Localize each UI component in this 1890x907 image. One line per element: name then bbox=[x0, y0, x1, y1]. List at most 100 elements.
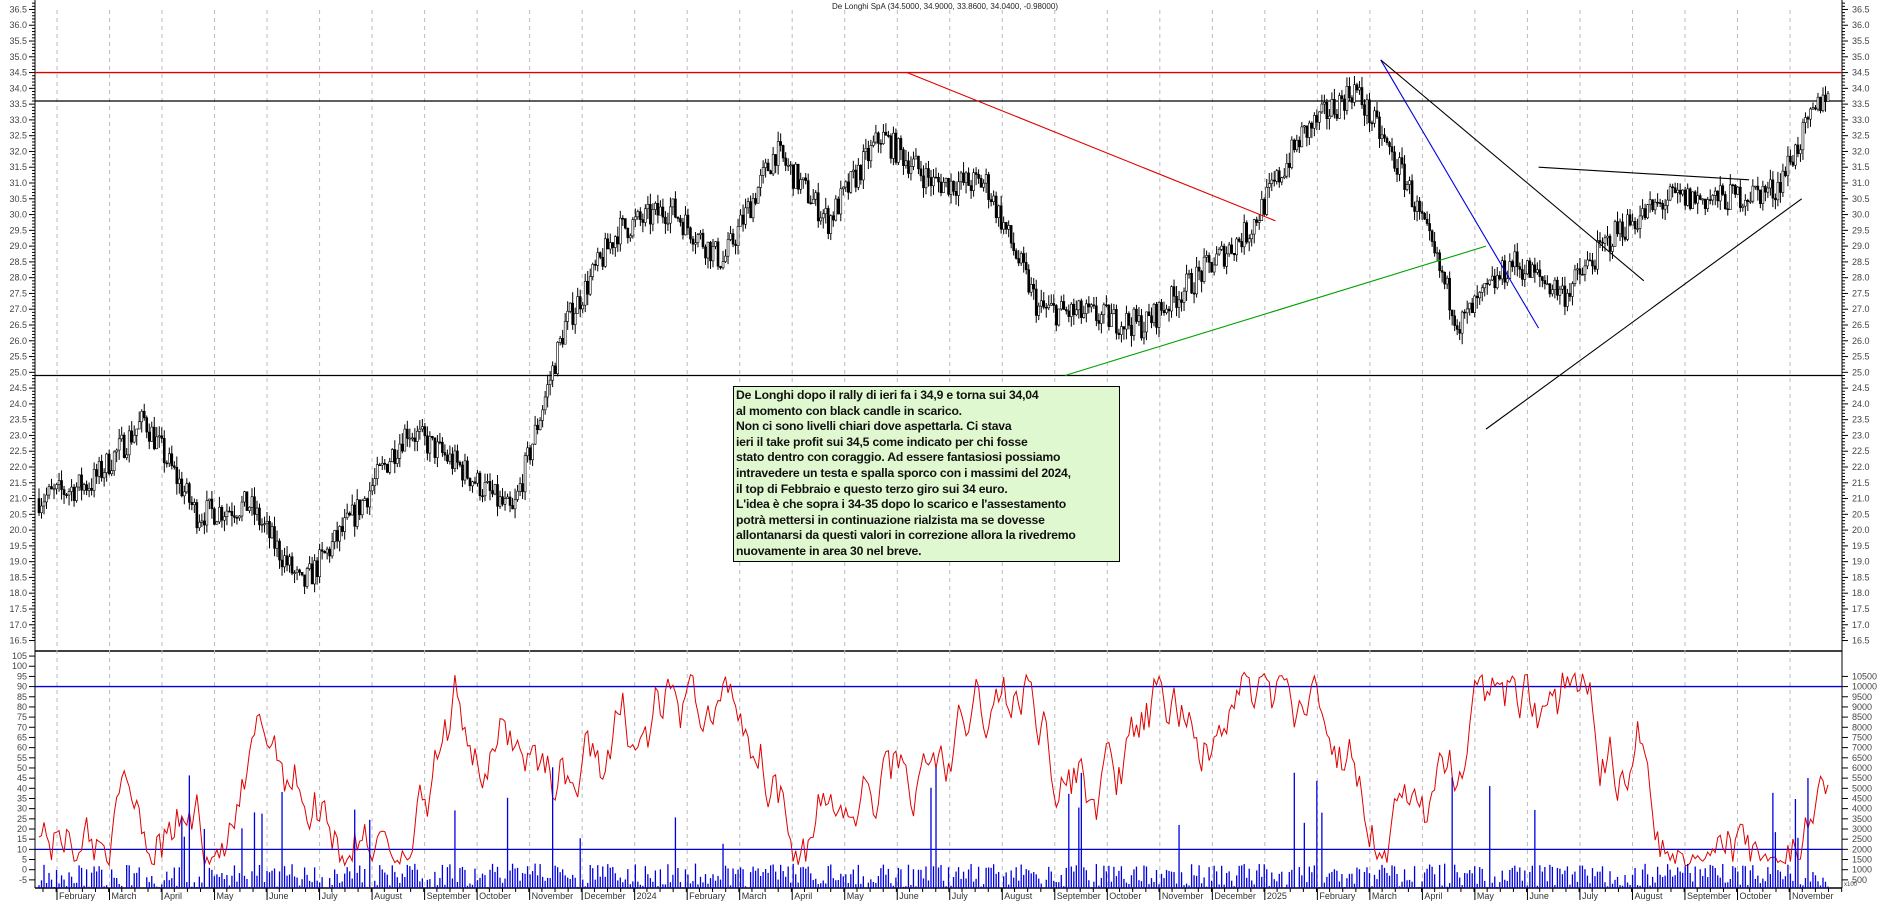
svg-text:25.5: 25.5 bbox=[9, 352, 27, 362]
svg-text:1000: 1000 bbox=[1852, 865, 1872, 875]
svg-text:40: 40 bbox=[17, 783, 27, 793]
svg-text:20.5: 20.5 bbox=[1852, 509, 1870, 519]
svg-text:May: May bbox=[217, 891, 235, 901]
svg-text:22.0: 22.0 bbox=[9, 462, 27, 472]
svg-text:19.0: 19.0 bbox=[1852, 557, 1870, 567]
svg-text:May: May bbox=[847, 891, 865, 901]
svg-text:31.0: 31.0 bbox=[1852, 178, 1870, 188]
svg-text:30: 30 bbox=[17, 804, 27, 814]
svg-text:34.0: 34.0 bbox=[9, 83, 27, 93]
svg-text:25.0: 25.0 bbox=[9, 367, 27, 377]
svg-text:23.0: 23.0 bbox=[1852, 430, 1870, 440]
svg-text:17.5: 17.5 bbox=[9, 604, 27, 614]
svg-text:28.5: 28.5 bbox=[1852, 257, 1870, 267]
svg-text:5500: 5500 bbox=[1852, 773, 1872, 783]
svg-text:22.5: 22.5 bbox=[1852, 446, 1870, 456]
svg-text:August: August bbox=[374, 891, 403, 901]
svg-text:23.5: 23.5 bbox=[9, 415, 27, 425]
svg-text:22.0: 22.0 bbox=[1852, 462, 1870, 472]
svg-text:26.5: 26.5 bbox=[9, 320, 27, 330]
svg-text:29.0: 29.0 bbox=[9, 241, 27, 251]
svg-text:2000: 2000 bbox=[1852, 844, 1872, 854]
svg-text:July: July bbox=[952, 891, 969, 901]
svg-text:36.5: 36.5 bbox=[9, 4, 27, 14]
svg-text:2500: 2500 bbox=[1852, 834, 1872, 844]
svg-text:31.0: 31.0 bbox=[9, 178, 27, 188]
svg-text:36.0: 36.0 bbox=[9, 20, 27, 30]
svg-text:August: August bbox=[1634, 891, 1663, 901]
svg-text:17.5: 17.5 bbox=[1852, 604, 1870, 614]
svg-text:95: 95 bbox=[17, 671, 27, 681]
svg-text:23.5: 23.5 bbox=[1852, 415, 1870, 425]
svg-text:March: March bbox=[742, 891, 767, 901]
svg-text:29.5: 29.5 bbox=[9, 225, 27, 235]
svg-text:February: February bbox=[59, 891, 96, 901]
svg-text:16.5: 16.5 bbox=[1852, 636, 1870, 646]
svg-text:27.5: 27.5 bbox=[1852, 288, 1870, 298]
svg-text:16.5: 16.5 bbox=[9, 636, 27, 646]
svg-text:32.5: 32.5 bbox=[1852, 131, 1870, 141]
svg-text:August: August bbox=[1004, 891, 1033, 901]
svg-text:70: 70 bbox=[17, 722, 27, 732]
svg-text:30.5: 30.5 bbox=[1852, 194, 1870, 204]
svg-text:8000: 8000 bbox=[1852, 722, 1872, 732]
svg-text:21.5: 21.5 bbox=[1852, 478, 1870, 488]
svg-text:32.0: 32.0 bbox=[1852, 146, 1870, 156]
svg-text:October: October bbox=[1739, 891, 1771, 901]
svg-text:November: November bbox=[1162, 891, 1204, 901]
svg-text:100: 100 bbox=[12, 661, 27, 671]
svg-text:28.0: 28.0 bbox=[1852, 273, 1870, 283]
analysis-annotation-box: De Longhi dopo il rally di ieri fa i 34,… bbox=[733, 386, 1120, 562]
svg-text:2024: 2024 bbox=[637, 891, 657, 901]
svg-text:3000: 3000 bbox=[1852, 824, 1872, 834]
svg-text:32.5: 32.5 bbox=[9, 131, 27, 141]
svg-text:33.0: 33.0 bbox=[1852, 115, 1870, 125]
svg-text:June: June bbox=[899, 891, 919, 901]
svg-text:x100: x100 bbox=[1844, 882, 1858, 888]
svg-text:33.5: 33.5 bbox=[9, 99, 27, 109]
svg-text:19.5: 19.5 bbox=[9, 541, 27, 551]
svg-text:27.0: 27.0 bbox=[1852, 304, 1870, 314]
svg-text:15: 15 bbox=[17, 834, 27, 844]
svg-text:85: 85 bbox=[17, 692, 27, 702]
svg-text:19.0: 19.0 bbox=[9, 557, 27, 567]
svg-text:28.5: 28.5 bbox=[9, 257, 27, 267]
svg-text:21.0: 21.0 bbox=[1852, 494, 1870, 504]
svg-text:10000: 10000 bbox=[1852, 682, 1877, 692]
svg-text:10500: 10500 bbox=[1852, 671, 1877, 681]
svg-text:20.5: 20.5 bbox=[9, 509, 27, 519]
svg-text:September: September bbox=[427, 891, 471, 901]
svg-text:18.0: 18.0 bbox=[1852, 588, 1870, 598]
svg-text:19.5: 19.5 bbox=[1852, 541, 1870, 551]
svg-text:7000: 7000 bbox=[1852, 743, 1872, 753]
svg-text:20: 20 bbox=[17, 824, 27, 834]
svg-text:5000: 5000 bbox=[1852, 783, 1872, 793]
svg-text:5: 5 bbox=[22, 855, 27, 865]
svg-text:32.0: 32.0 bbox=[9, 146, 27, 156]
svg-text:65: 65 bbox=[17, 732, 27, 742]
svg-text:June: June bbox=[1529, 891, 1549, 901]
svg-text:June: June bbox=[269, 891, 289, 901]
svg-text:18.5: 18.5 bbox=[9, 572, 27, 582]
svg-text:July: July bbox=[322, 891, 339, 901]
svg-text:45: 45 bbox=[17, 773, 27, 783]
svg-text:2025: 2025 bbox=[1267, 891, 1287, 901]
svg-text:24.5: 24.5 bbox=[1852, 383, 1870, 393]
svg-text:27.5: 27.5 bbox=[9, 288, 27, 298]
svg-text:1500: 1500 bbox=[1852, 855, 1872, 865]
svg-text:25.0: 25.0 bbox=[1852, 367, 1870, 377]
svg-text:30.5: 30.5 bbox=[9, 194, 27, 204]
svg-text:50: 50 bbox=[17, 763, 27, 773]
svg-text:21.0: 21.0 bbox=[9, 494, 27, 504]
svg-text:December: December bbox=[584, 891, 626, 901]
svg-text:December: December bbox=[1214, 891, 1256, 901]
svg-text:18.5: 18.5 bbox=[1852, 572, 1870, 582]
svg-text:25: 25 bbox=[17, 814, 27, 824]
svg-text:25.5: 25.5 bbox=[1852, 352, 1870, 362]
svg-text:28.0: 28.0 bbox=[9, 273, 27, 283]
svg-text:18.0: 18.0 bbox=[9, 588, 27, 598]
svg-text:10: 10 bbox=[17, 844, 27, 854]
svg-text:31.5: 31.5 bbox=[9, 162, 27, 172]
svg-text:33.5: 33.5 bbox=[1852, 99, 1870, 109]
svg-text:34.5: 34.5 bbox=[9, 68, 27, 78]
